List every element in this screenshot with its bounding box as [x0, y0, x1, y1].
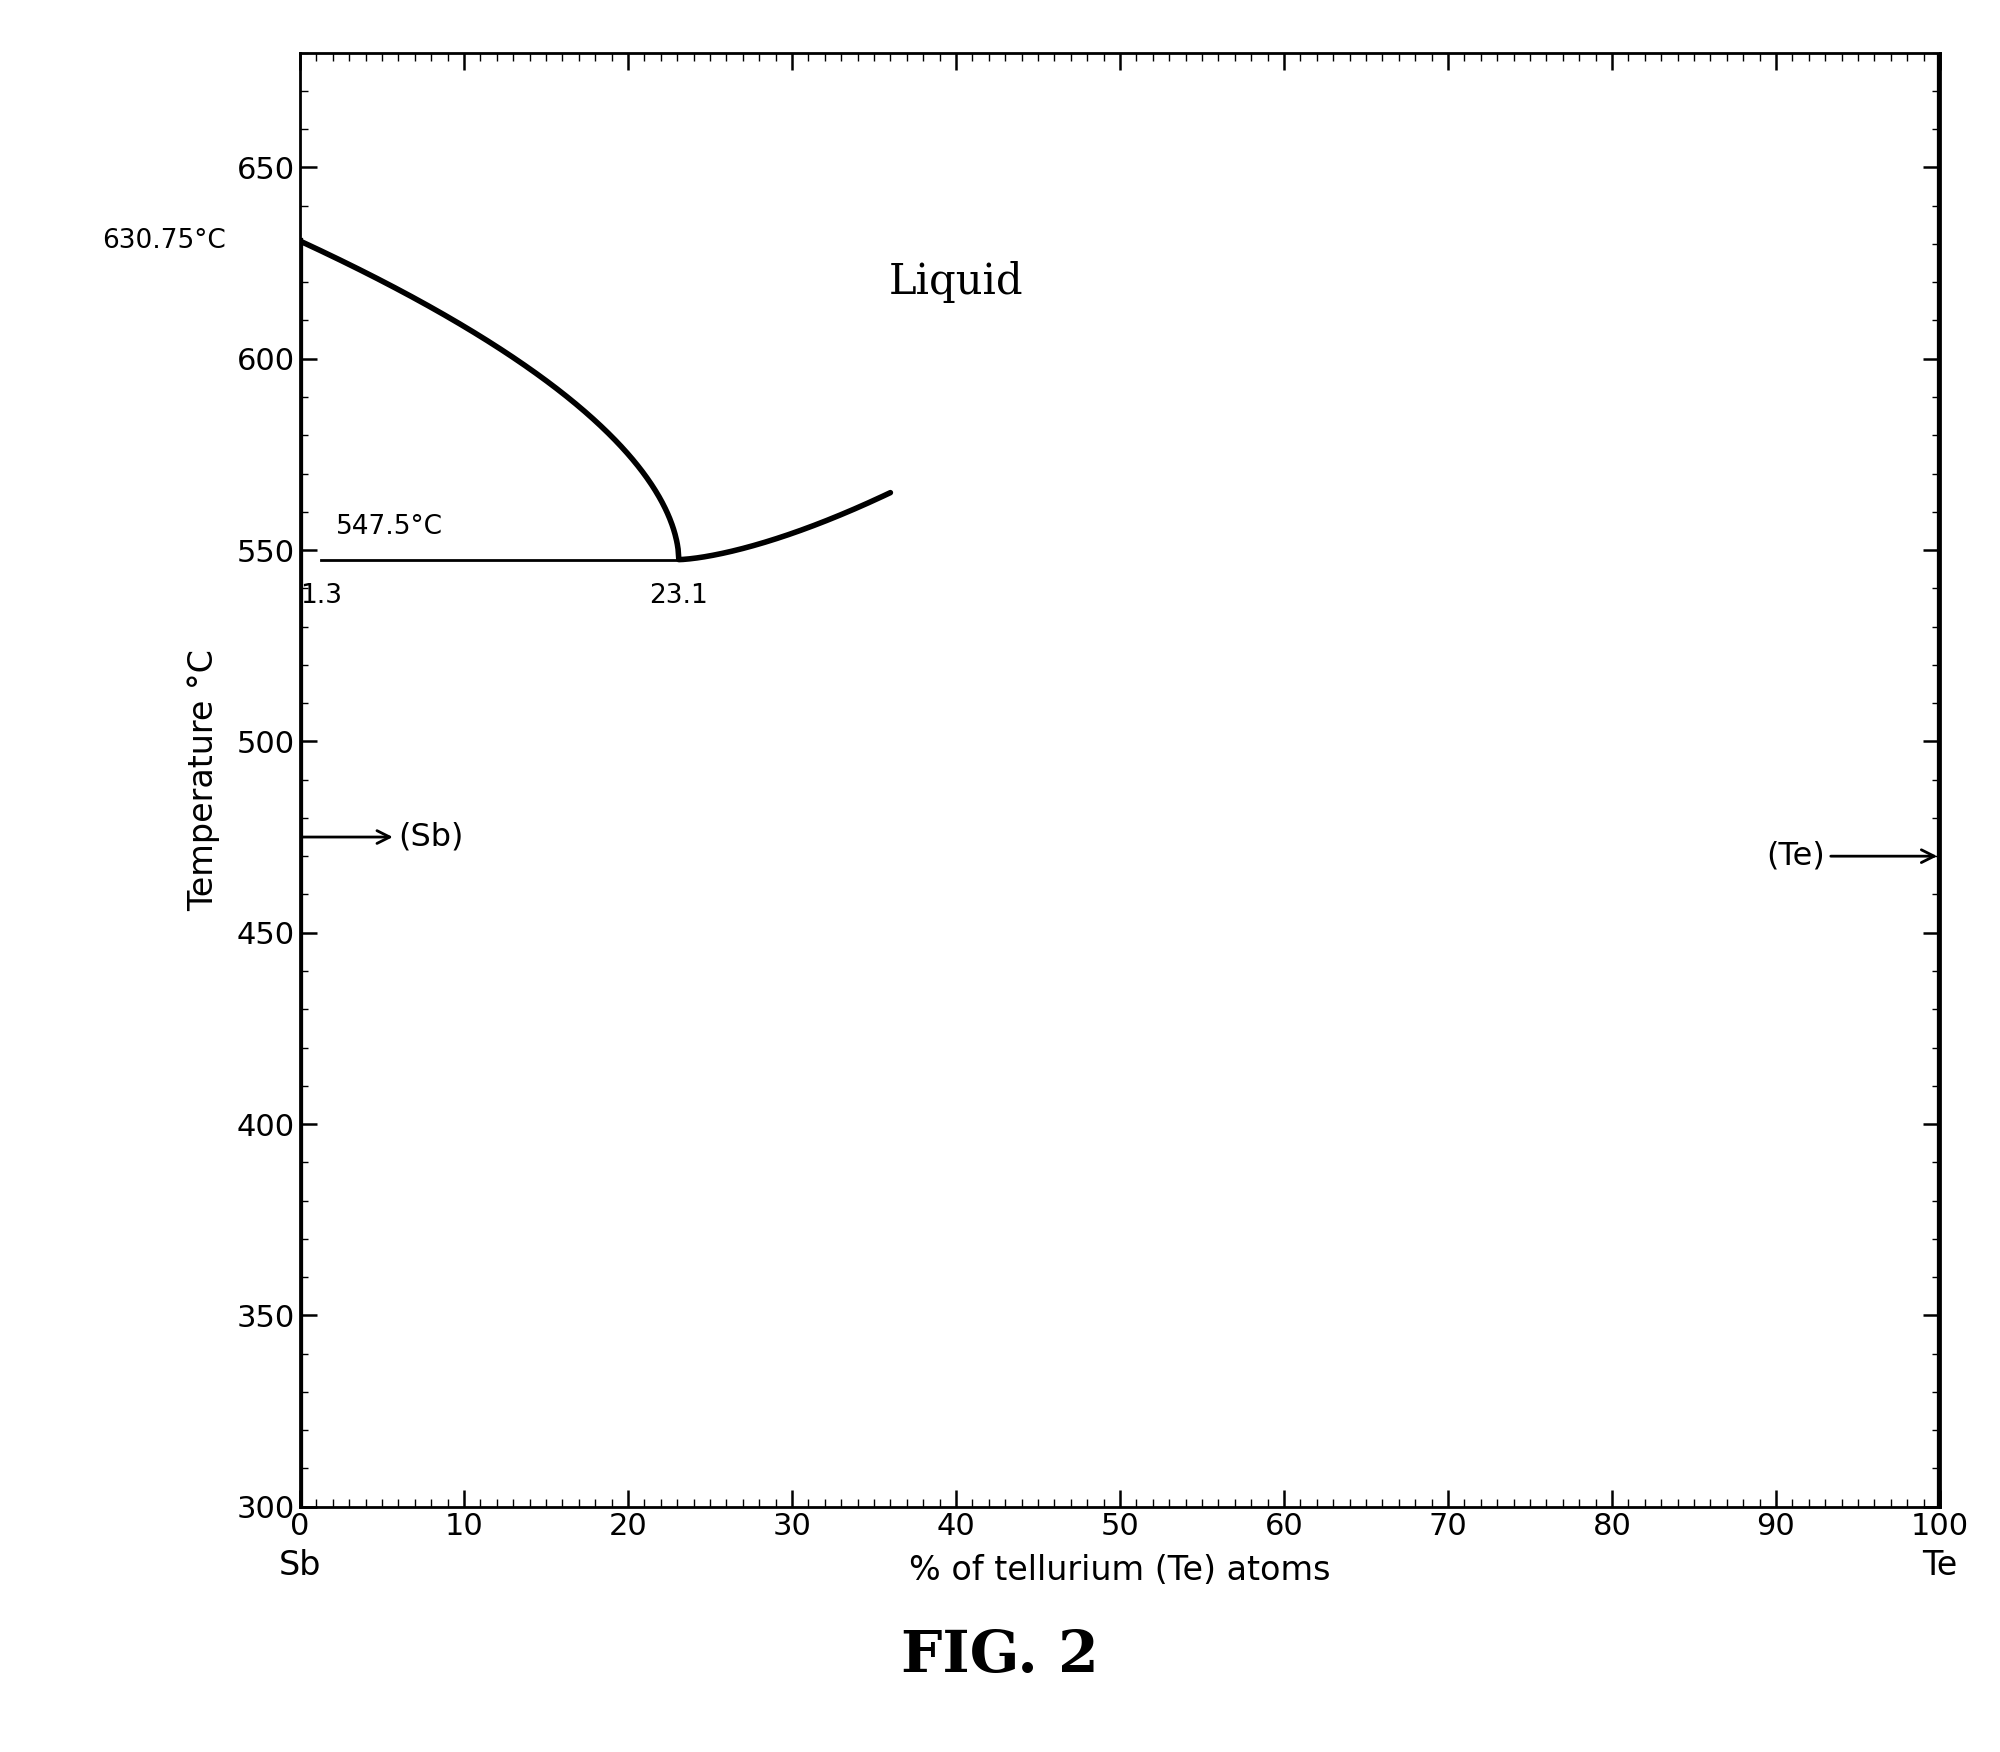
Text: 1.3: 1.3 — [300, 583, 342, 608]
Text: (Sb): (Sb) — [302, 822, 464, 853]
Text: 23.1: 23.1 — [650, 583, 708, 608]
Text: 547.5°C: 547.5°C — [336, 515, 444, 540]
Y-axis label: Temperature °C: Temperature °C — [188, 648, 220, 911]
Text: Te: Te — [1922, 1549, 1958, 1582]
Text: (Te): (Te) — [1766, 841, 1934, 872]
X-axis label: % of tellurium (Te) atoms: % of tellurium (Te) atoms — [910, 1554, 1330, 1587]
Text: Sb: Sb — [278, 1549, 322, 1582]
Text: Liquid: Liquid — [888, 261, 1024, 303]
Text: 630.75°C: 630.75°C — [102, 228, 226, 254]
Text: FIG. 2: FIG. 2 — [902, 1628, 1098, 1684]
